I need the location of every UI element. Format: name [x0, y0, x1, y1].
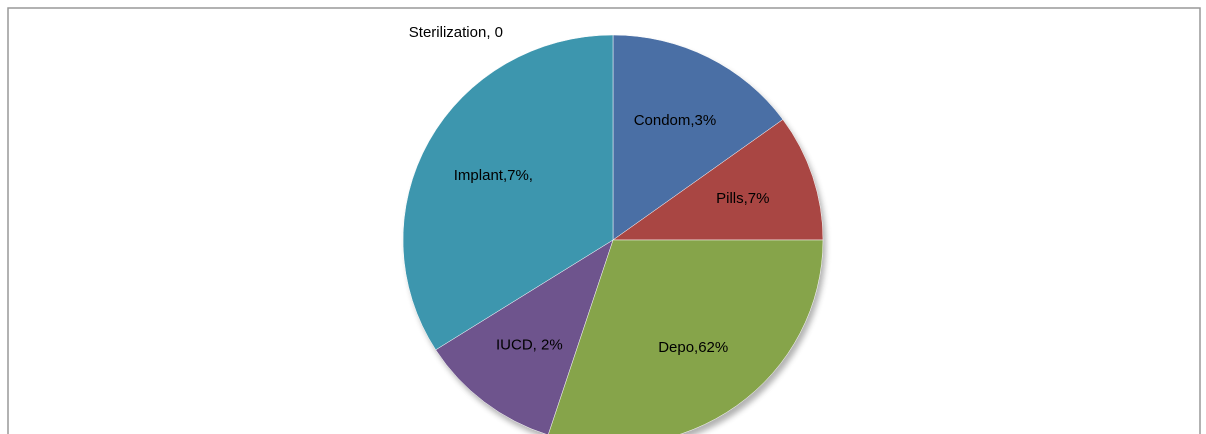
slice-label: Pills,7%	[716, 190, 769, 207]
labels: Condom,3% Pills,7% Depo,62% IUCD, 2% Implant…	[409, 24, 770, 356]
pie-slice	[435, 239, 614, 434]
slice-label: Condom,3%	[634, 112, 717, 129]
slice-label: IUCD, 2%	[496, 336, 563, 353]
slice-label: Sterilization, 0	[409, 24, 503, 41]
slice-label: Implant,7%,	[454, 167, 533, 184]
pie-slice	[612, 119, 824, 241]
frame	[7, 7, 1201, 434]
pie-slice	[612, 34, 784, 241]
slices	[402, 34, 824, 434]
pie-slice	[548, 239, 824, 434]
slice-label: Depo,62%	[658, 339, 728, 356]
pie-slice	[402, 34, 614, 351]
